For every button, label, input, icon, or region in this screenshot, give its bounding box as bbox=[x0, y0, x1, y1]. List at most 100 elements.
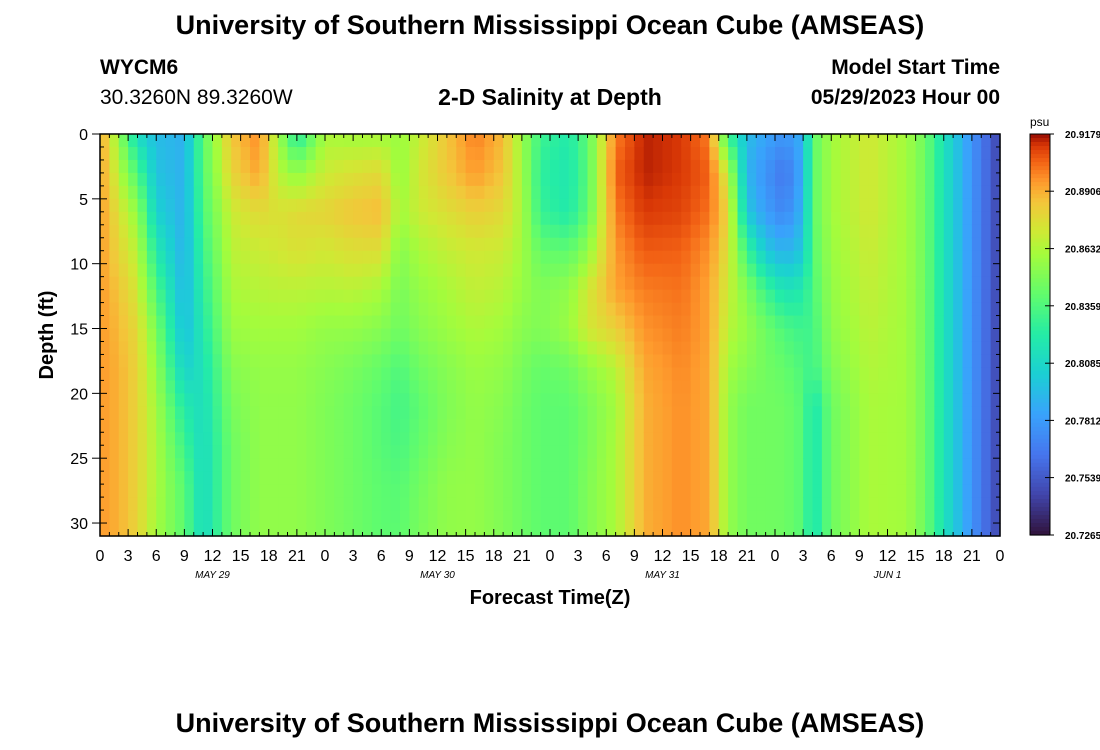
heatmap-cell bbox=[325, 380, 335, 394]
heatmap-cell bbox=[484, 198, 495, 213]
heatmap-cell bbox=[128, 276, 139, 291]
heatmap-cell bbox=[484, 497, 495, 511]
heatmap-cells bbox=[100, 134, 1001, 537]
heatmap-cell bbox=[568, 380, 579, 394]
heatmap-cell bbox=[221, 393, 232, 407]
heatmap-cell bbox=[193, 367, 204, 381]
heatmap-cell bbox=[962, 484, 973, 498]
heatmap-cell bbox=[193, 289, 204, 304]
heatmap-cell bbox=[662, 393, 673, 407]
heatmap-cell bbox=[278, 380, 289, 394]
heatmap-cell bbox=[981, 159, 992, 174]
heatmap-cell bbox=[353, 185, 364, 200]
heatmap-cell bbox=[128, 134, 139, 148]
heatmap-cell bbox=[568, 484, 579, 498]
heatmap-cell bbox=[128, 497, 139, 511]
heatmap-cell bbox=[109, 237, 120, 252]
heatmap-cell bbox=[240, 497, 251, 511]
heatmap-cell bbox=[175, 393, 185, 407]
heatmap-cell bbox=[250, 211, 260, 226]
heatmap-cell bbox=[821, 419, 832, 433]
heatmap-cell bbox=[700, 185, 710, 200]
heatmap-cell bbox=[643, 510, 654, 524]
heatmap-cell bbox=[353, 458, 364, 472]
heatmap-cell bbox=[775, 315, 785, 330]
heatmap-cell bbox=[700, 237, 710, 252]
heatmap-cell bbox=[240, 523, 251, 537]
heatmap-cell bbox=[465, 134, 476, 148]
heatmap-cell bbox=[231, 367, 242, 381]
heatmap-cell bbox=[943, 146, 954, 161]
heatmap-cell bbox=[493, 198, 504, 213]
heatmap-cell bbox=[334, 354, 345, 369]
heatmap-cell bbox=[559, 445, 570, 459]
heatmap-cell bbox=[437, 211, 448, 226]
colorbar-swatch bbox=[1030, 510, 1050, 516]
heatmap-cell bbox=[700, 146, 710, 161]
heatmap-cell bbox=[400, 497, 410, 511]
heatmap-cell bbox=[850, 393, 860, 407]
heatmap-cell bbox=[643, 302, 654, 317]
heatmap-cell bbox=[728, 445, 739, 459]
heatmap-cell bbox=[193, 471, 204, 485]
heatmap-cell bbox=[671, 224, 682, 239]
heatmap-cell bbox=[896, 393, 907, 407]
heatmap-cell bbox=[165, 263, 176, 278]
heatmap-cell bbox=[925, 211, 935, 226]
heatmap-cell bbox=[371, 510, 382, 524]
heatmap-cell bbox=[512, 172, 523, 187]
heatmap-cell bbox=[784, 134, 795, 148]
heatmap-cell bbox=[268, 367, 279, 381]
heatmap-cell bbox=[896, 276, 907, 291]
heatmap-cell bbox=[746, 276, 757, 291]
heatmap-cell bbox=[437, 315, 448, 330]
heatmap-cell bbox=[418, 419, 429, 433]
heatmap-cell bbox=[484, 302, 495, 317]
heatmap-cell bbox=[765, 224, 776, 239]
heatmap-cell bbox=[925, 302, 935, 317]
heatmap-cell bbox=[259, 510, 270, 524]
heatmap-cell bbox=[400, 289, 410, 304]
heatmap-cell bbox=[859, 471, 870, 485]
heatmap-cell bbox=[362, 302, 373, 317]
heatmap-cell bbox=[934, 224, 945, 239]
heatmap-cell bbox=[850, 497, 860, 511]
heatmap-cell bbox=[193, 146, 204, 161]
heatmap-cell bbox=[587, 419, 598, 433]
heatmap-cell bbox=[109, 185, 120, 200]
heatmap-cell bbox=[390, 237, 401, 252]
heatmap-cell bbox=[446, 471, 457, 485]
heatmap-cell bbox=[709, 510, 720, 524]
heatmap-cell bbox=[578, 406, 589, 420]
heatmap-cell bbox=[156, 484, 167, 498]
heatmap-cell bbox=[990, 445, 1001, 459]
heatmap-cell bbox=[184, 289, 195, 304]
heatmap-cell bbox=[596, 237, 607, 252]
heatmap-cell bbox=[371, 263, 382, 278]
heatmap-cell bbox=[165, 458, 176, 472]
heatmap-cell bbox=[315, 302, 326, 317]
heatmap-cell bbox=[840, 289, 851, 304]
heatmap-cell bbox=[221, 419, 232, 433]
heatmap-cell bbox=[203, 289, 214, 304]
heatmap-cell bbox=[812, 185, 823, 200]
heatmap-cell bbox=[175, 380, 185, 394]
heatmap-cell bbox=[737, 354, 748, 369]
heatmap-cell bbox=[296, 146, 307, 161]
heatmap-cell bbox=[540, 185, 551, 200]
heatmap-cell bbox=[681, 276, 692, 291]
heatmap-cell bbox=[550, 406, 560, 420]
heatmap-cell bbox=[756, 341, 767, 356]
heatmap-cell bbox=[878, 445, 889, 459]
heatmap-cell bbox=[662, 198, 673, 213]
heatmap-cell bbox=[840, 406, 851, 420]
heatmap-cell bbox=[990, 354, 1001, 369]
heatmap-cell bbox=[953, 510, 964, 524]
heatmap-cell bbox=[981, 263, 992, 278]
heatmap-cell bbox=[371, 315, 382, 330]
heatmap-cell bbox=[737, 263, 748, 278]
heatmap-cell bbox=[821, 198, 832, 213]
heatmap-cell bbox=[287, 302, 298, 317]
heatmap-cell bbox=[821, 134, 832, 148]
heatmap-cell bbox=[381, 315, 392, 330]
